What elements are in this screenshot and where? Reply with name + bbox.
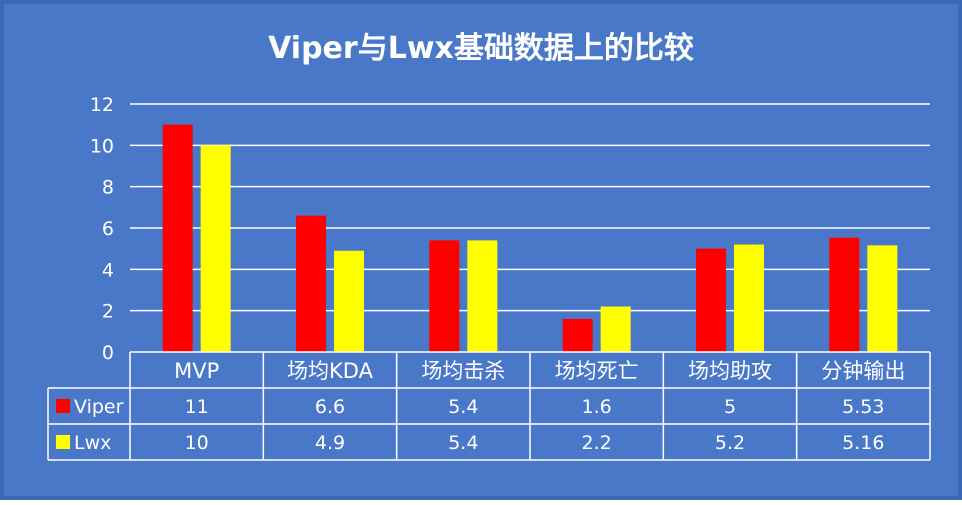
category-label: 场均KDA bbox=[287, 359, 374, 383]
chart-title: Viper与Lwx基础数据上的比较 bbox=[268, 31, 694, 66]
bar-lwx-4 bbox=[734, 244, 764, 352]
table-cell-viper-4: 5 bbox=[724, 396, 736, 418]
category-label: MVP bbox=[174, 359, 219, 383]
y-tick-label: 8 bbox=[102, 177, 114, 199]
table-cell-lwx-4: 5.2 bbox=[715, 432, 745, 454]
y-tick-label: 12 bbox=[90, 94, 114, 116]
table-cell-lwx-2: 5.4 bbox=[448, 432, 478, 454]
table-cell-viper-5: 5.53 bbox=[842, 396, 884, 418]
legend-label-lwx: Lwx bbox=[74, 432, 111, 454]
y-axis-ticks: 0 2 4 6 8 10 12 bbox=[90, 94, 114, 364]
data-table: MVP 场均KDA 场均击杀 场均死亡 场均助攻 分钟输出 Viper 11 6.6 5.4 1.6… bbox=[47, 351, 931, 461]
bar-viper-1 bbox=[296, 215, 326, 352]
table-cell-viper-0: 11 bbox=[185, 396, 209, 418]
bar-lwx-5 bbox=[867, 245, 898, 352]
table-cell-lwx-3: 2.2 bbox=[582, 432, 612, 454]
y-tick-label: 2 bbox=[102, 301, 114, 323]
y-tick-label: 0 bbox=[102, 342, 114, 364]
bar-lwx-3 bbox=[600, 306, 631, 352]
table-cell-viper-1: 6.6 bbox=[315, 396, 345, 418]
bars bbox=[162, 124, 898, 353]
category-label: 场均击杀 bbox=[421, 359, 505, 383]
category-label: 场均助攻 bbox=[688, 359, 772, 383]
bar-lwx-2 bbox=[467, 240, 498, 352]
table-cell-lwx-0: 10 bbox=[185, 432, 209, 454]
legend-swatch-lwx bbox=[56, 435, 70, 449]
table-cell-lwx-5: 5.16 bbox=[842, 432, 884, 454]
bar-viper-0 bbox=[162, 124, 193, 353]
category-label: 场均死亡 bbox=[555, 359, 639, 383]
bar-viper-5 bbox=[829, 237, 860, 352]
bar-lwx-0 bbox=[200, 145, 231, 352]
gridlines bbox=[130, 103, 930, 312]
table-cell-viper-3: 1.6 bbox=[582, 396, 612, 418]
y-tick-label: 4 bbox=[102, 259, 114, 281]
bar-viper-2 bbox=[429, 240, 460, 352]
category-label: 分钟输出 bbox=[821, 359, 905, 383]
y-tick-label: 10 bbox=[90, 135, 114, 157]
table-cell-viper-2: 5.4 bbox=[448, 396, 478, 418]
legend-label-viper: Viper bbox=[74, 396, 124, 418]
y-tick-label: 6 bbox=[102, 218, 114, 240]
bar-lwx-1 bbox=[334, 250, 364, 352]
bar-viper-3 bbox=[562, 318, 593, 352]
table-cell-lwx-1: 4.9 bbox=[315, 432, 345, 454]
legend-swatch-viper bbox=[56, 399, 70, 413]
bar-viper-4 bbox=[696, 248, 726, 352]
